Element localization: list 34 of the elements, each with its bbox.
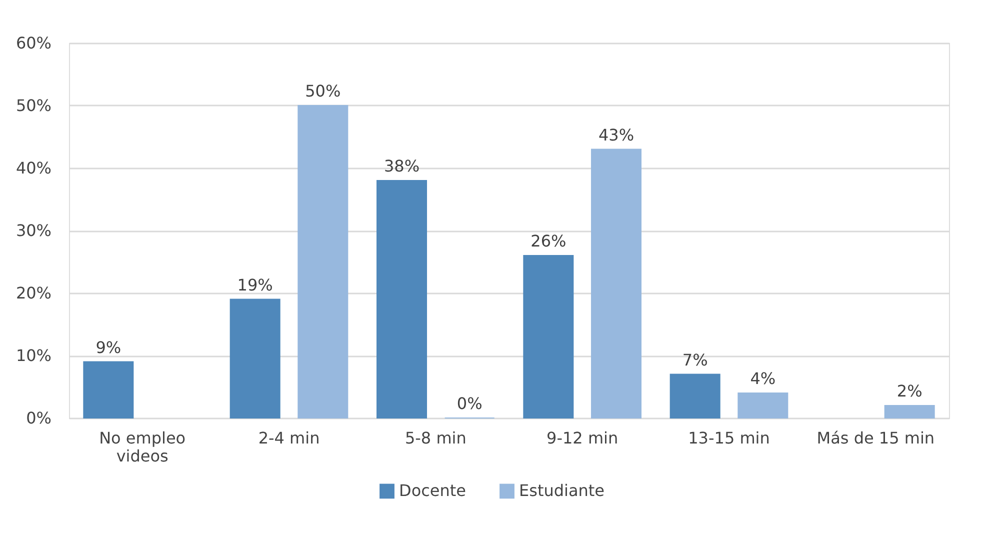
y-tick-label: 20% xyxy=(16,284,52,302)
data-label: 50% xyxy=(305,82,341,100)
data-label: 43% xyxy=(598,125,634,144)
bar xyxy=(523,255,574,418)
bar xyxy=(884,405,935,418)
x-tick-label: No empleo videos xyxy=(99,428,186,466)
bar xyxy=(230,298,280,418)
y-tick-label: 30% xyxy=(16,221,52,240)
data-label: 7% xyxy=(682,350,708,370)
data-label: 9% xyxy=(96,338,122,357)
data-label: 26% xyxy=(530,232,566,250)
x-tick-label: Más de 15 min xyxy=(816,428,935,448)
data-label: 2% xyxy=(896,382,922,400)
data-label: 19% xyxy=(237,275,273,294)
y-tick-label: 50% xyxy=(16,96,52,115)
legend-label: Estudiante xyxy=(519,481,605,500)
legend-label: Docente xyxy=(399,481,466,500)
bar xyxy=(376,180,428,418)
y-tick-label: 60% xyxy=(16,34,52,52)
data-label: 4% xyxy=(750,369,776,388)
y-tick-label: 0% xyxy=(26,408,52,428)
bar xyxy=(590,148,642,418)
x-tick-label: 2-4 min xyxy=(258,428,320,448)
x-tick-label: 9-12 min xyxy=(546,428,618,448)
y-tick-label: 40% xyxy=(16,158,52,178)
x-tick-label: 13-15 min xyxy=(688,428,770,448)
y-tick-label: 10% xyxy=(16,346,52,365)
bar xyxy=(298,105,348,418)
bar xyxy=(738,392,788,418)
data-label: 38% xyxy=(384,156,420,176)
bar xyxy=(83,361,134,418)
data-label: 0% xyxy=(456,394,482,413)
x-tick-label: 5-8 min xyxy=(404,428,466,448)
bar xyxy=(670,374,720,418)
